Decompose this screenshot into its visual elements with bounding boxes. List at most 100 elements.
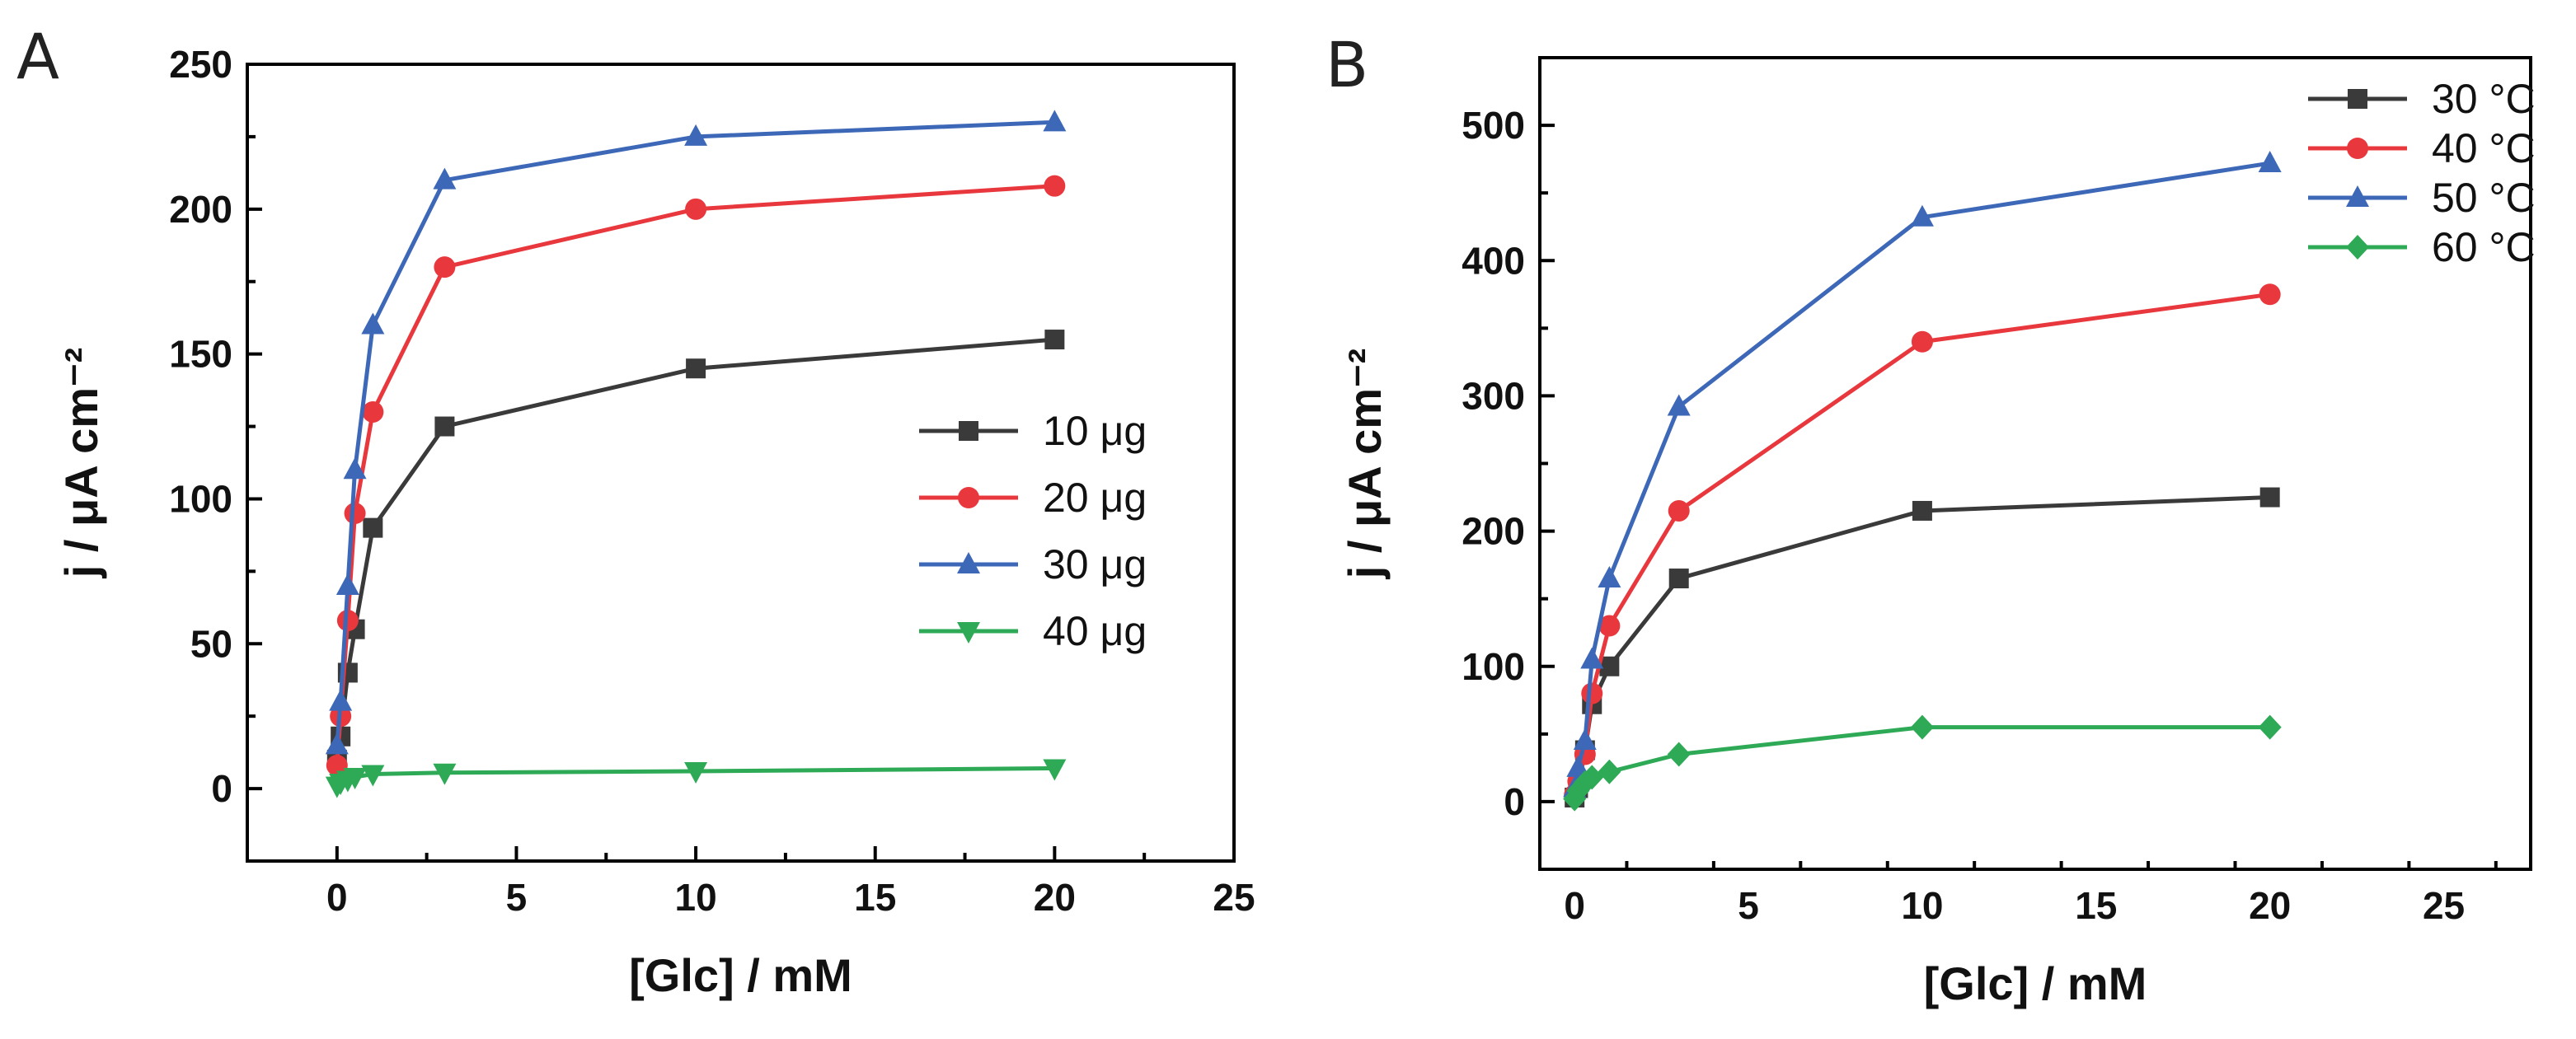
legend-item: 30 μg <box>919 541 1147 587</box>
panel-letter: A <box>16 20 59 93</box>
data-point <box>1910 714 1934 740</box>
data-point <box>1598 566 1621 588</box>
y-tick-label: 200 <box>1462 510 1525 553</box>
x-tick-label: 0 <box>1564 884 1585 927</box>
data-point <box>1580 647 1604 669</box>
series-1 <box>1565 487 2280 807</box>
data-point <box>1667 394 1691 416</box>
data-point <box>1573 728 1597 751</box>
data-point <box>1043 110 1067 132</box>
x-tick-label: 0 <box>326 876 348 919</box>
legend-item: 40 μg <box>919 608 1147 654</box>
data-point <box>1566 755 1590 777</box>
legend-label: 10 μg <box>1043 408 1147 454</box>
data-point <box>685 198 707 220</box>
y-axis-title: j / μA cm⁻² <box>55 348 107 579</box>
legend-label: 30 μg <box>1043 541 1147 587</box>
x-tick-label: 25 <box>1213 876 1255 919</box>
data-point <box>2258 151 2282 173</box>
x-tick-label: 20 <box>1034 876 1076 919</box>
data-point <box>1599 656 1620 676</box>
series-4 <box>1563 714 2282 812</box>
legend-item: 20 μg <box>919 475 1147 521</box>
y-axis-title: j / μA cm⁻² <box>1339 349 1391 580</box>
data-point <box>434 256 456 278</box>
legend-item: 10 μg <box>919 408 1147 454</box>
data-point <box>684 124 708 146</box>
data-point <box>336 610 359 632</box>
data-point <box>1668 499 1690 522</box>
data-point <box>361 312 385 335</box>
data-point <box>1043 759 1067 781</box>
legend-label: 60 °C <box>2432 224 2536 270</box>
data-point <box>684 761 708 784</box>
y-tick-label: 400 <box>1462 239 1525 282</box>
series-line <box>335 119 1055 746</box>
legend: 30 °C40 °C50 °C60 °C <box>2308 76 2536 270</box>
legend-marker <box>2348 89 2367 109</box>
y-tick-label: 0 <box>1504 780 1525 823</box>
legend-marker <box>2347 138 2368 159</box>
legend-label: 50 °C <box>2432 175 2536 221</box>
data-point <box>361 765 385 787</box>
series-4 <box>325 759 1067 798</box>
series-1 <box>326 330 1065 770</box>
legend-label: 30 °C <box>2432 76 2536 122</box>
y-tick-label: 100 <box>1462 645 1525 688</box>
legend-label: 20 μg <box>1043 475 1147 521</box>
x-tick-label: 15 <box>854 876 896 919</box>
x-tick-label: 10 <box>1901 884 1943 927</box>
data-point <box>2259 487 2280 508</box>
y-tick-label: 500 <box>1462 104 1525 147</box>
x-tick-label: 5 <box>506 876 528 919</box>
data-point <box>325 732 349 755</box>
data-point <box>2258 714 2282 740</box>
plot-frame <box>1538 56 2532 871</box>
plot-frame <box>246 63 1236 863</box>
data-point <box>326 754 348 776</box>
y-tick-label: 300 <box>1462 374 1525 417</box>
legend-item: 40 °C <box>2308 125 2536 171</box>
y-tick-label: 0 <box>211 767 232 810</box>
data-point <box>433 167 457 190</box>
data-point <box>1667 742 1691 767</box>
y-tick-label: 100 <box>169 477 232 520</box>
legend-item: 60 °C <box>2308 224 2536 270</box>
x-axis-title: [Glc] / mM <box>629 949 852 1001</box>
x-tick-label: 20 <box>2249 884 2291 927</box>
data-point <box>343 768 367 790</box>
data-point <box>1580 765 1604 790</box>
legend-marker <box>957 552 980 573</box>
legend: 10 μg 20 μg 30 μg 40 μg <box>919 408 1147 654</box>
data-point <box>434 416 455 437</box>
legend-item: 50 °C <box>2308 175 2536 221</box>
data-point <box>1912 500 1932 521</box>
series-3 <box>1563 151 2282 798</box>
x-tick-label: 5 <box>1738 884 1759 927</box>
series-2 <box>326 175 1066 776</box>
series-line <box>335 337 1055 761</box>
series-3 <box>325 110 1067 755</box>
data-point <box>1598 615 1621 637</box>
data-point <box>1581 682 1603 704</box>
legend-marker <box>2346 235 2369 260</box>
x-tick-label: 25 <box>2423 884 2465 927</box>
legend-label: 40 °C <box>2432 125 2536 171</box>
data-point <box>686 358 706 379</box>
legend-marker <box>958 487 979 508</box>
legend-marker <box>957 622 980 644</box>
data-point <box>1910 204 1934 227</box>
x-axis-title: [Glc] / mM <box>1924 957 2147 1009</box>
data-point <box>343 457 367 480</box>
panel-b: B 0 5 10 15 20 25 0 100 200 300 400 500 [Glc] / mM j /… <box>1326 28 2536 1009</box>
series-line <box>1572 161 2271 789</box>
y-tick-label: 250 <box>169 43 232 86</box>
y-tick-label: 200 <box>169 188 232 231</box>
legend-label: 40 μg <box>1043 608 1147 654</box>
data-point <box>1044 330 1065 350</box>
data-point <box>1598 759 1621 784</box>
data-point <box>2259 283 2281 306</box>
data-point <box>1044 175 1066 197</box>
